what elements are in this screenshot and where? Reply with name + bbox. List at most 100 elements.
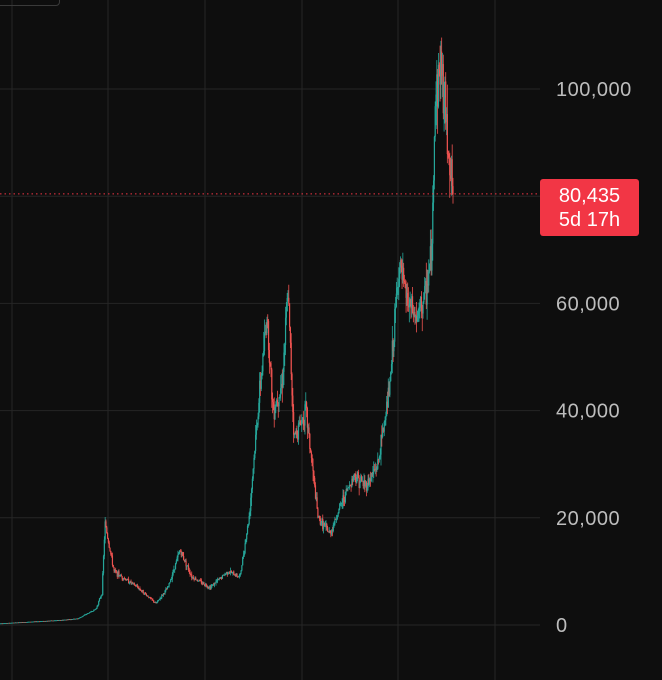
candle-body [338, 508, 340, 514]
candle-body [276, 400, 279, 403]
candle-body [262, 353, 264, 372]
candle-body [427, 284, 429, 286]
current-price-value: 80,435 [558, 184, 621, 207]
candle-body [188, 569, 190, 572]
candle-body [155, 602, 157, 604]
candle-body [137, 587, 139, 589]
candle-body [288, 297, 290, 304]
candle-body [166, 588, 168, 590]
candle-body [396, 287, 398, 294]
candle-body [22, 622, 24, 623]
candle-body [120, 575, 122, 577]
candle-body [210, 586, 212, 590]
corner-tab[interactable] [0, 0, 60, 6]
candle-body [300, 424, 302, 426]
candle-body [405, 288, 407, 298]
candle-body [221, 575, 224, 579]
candle-body [21, 622, 23, 623]
candle-body [293, 433, 296, 435]
candle-body [25, 622, 27, 623]
candle-body [285, 311, 287, 318]
candle-body [389, 381, 391, 395]
candle-body [65, 619, 67, 621]
candle-body [2, 623, 4, 625]
candle-body [263, 333, 266, 351]
candle-body [236, 574, 238, 577]
candle-body [45, 621, 47, 622]
candle-body [164, 590, 166, 594]
candle-body [196, 579, 198, 582]
candle-body [117, 571, 119, 577]
candle-body [225, 573, 227, 575]
candle-body [101, 594, 103, 596]
candle-body [267, 321, 270, 350]
candle-body [140, 589, 142, 591]
candle-body [186, 565, 188, 567]
candle-body [273, 410, 275, 420]
candle-body [158, 599, 160, 601]
candle-body [85, 614, 87, 616]
candle-body [171, 574, 173, 579]
candle-body [183, 555, 185, 560]
y-axis: 0 20,000 40,000 60,000 100,000 [556, 79, 631, 637]
candle-body [424, 285, 426, 293]
candle-body [12, 622, 14, 624]
candle-body [30, 621, 32, 623]
candle-body [81, 616, 83, 618]
candle-body [434, 106, 436, 137]
candle-body [260, 376, 262, 389]
candle-body [227, 573, 229, 575]
candle-body [379, 454, 381, 457]
candle-body [84, 614, 86, 616]
candle-body [147, 595, 149, 597]
candle-body [356, 472, 359, 480]
candle-body [320, 522, 322, 525]
candle-body [0, 623, 2, 625]
candle-body [319, 518, 321, 525]
candle-body [370, 473, 372, 481]
candle-body [445, 114, 448, 123]
candle-body [252, 468, 254, 479]
candle-body [296, 430, 298, 435]
candle-body [229, 572, 231, 574]
candle-body [152, 599, 154, 601]
candle-body [112, 564, 114, 568]
candle-body [179, 551, 181, 552]
candle-body [86, 613, 88, 615]
candle-body [153, 602, 156, 603]
candle-body [181, 552, 183, 556]
candle-body [384, 420, 386, 422]
candle-body [450, 159, 452, 179]
candle-body [197, 581, 199, 582]
candle-body [242, 557, 244, 566]
candle-body [269, 362, 271, 364]
candle-body [437, 64, 440, 107]
candle-body [335, 518, 337, 520]
candle-body [76, 618, 78, 620]
candle-body [249, 510, 251, 516]
candle-body [143, 593, 145, 595]
candle-body [10, 622, 12, 624]
candle-body [173, 569, 175, 571]
candle-body [305, 402, 307, 405]
candle-body [416, 315, 419, 322]
candle-body [59, 620, 61, 621]
candle-body [72, 619, 74, 620]
candle-body [200, 580, 203, 584]
candle-body [169, 582, 171, 584]
candle-body [73, 618, 76, 620]
candle-body [314, 485, 317, 499]
candle-body [347, 487, 349, 491]
candle-body [447, 154, 449, 155]
candle-body [373, 469, 375, 473]
candle-body [322, 523, 325, 530]
candle-body [292, 395, 294, 412]
candle-body [212, 584, 215, 586]
candle-body [425, 281, 427, 305]
candle-body [291, 374, 293, 396]
candle-body [189, 571, 191, 575]
candle-body [282, 371, 284, 388]
candle-body [276, 400, 278, 407]
